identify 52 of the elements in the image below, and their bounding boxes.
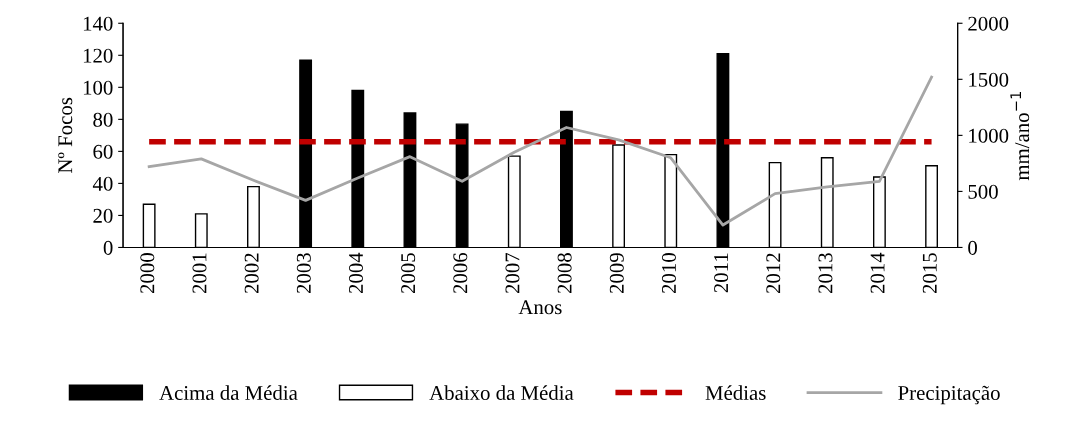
bar <box>455 123 469 248</box>
bar <box>247 185 260 248</box>
bar <box>612 144 626 248</box>
y2-axis-title: mm/ano$^{−1}$ <box>1010 92 1030 181</box>
bar <box>872 176 886 248</box>
y-tick-label: 40 <box>92 176 113 191</box>
x-tick-label: 2009 <box>609 253 624 294</box>
line-series <box>147 75 933 227</box>
x-tick-label: 2014 <box>870 252 885 294</box>
y-tick-label: 140 <box>83 16 113 31</box>
y2-tick-label: 0 <box>968 240 977 255</box>
bar <box>351 89 365 248</box>
bar <box>768 161 782 248</box>
bar <box>194 213 208 248</box>
bar <box>142 203 156 248</box>
bar <box>559 110 573 248</box>
legend-label: Acima da Média <box>159 385 298 401</box>
y2-tick-label: 1000 <box>969 128 1009 143</box>
y2-tick-label: 1500 <box>969 72 1009 87</box>
x-tick-label: 2011 <box>714 253 729 293</box>
x-tick-label: 2001 <box>192 253 207 294</box>
bar <box>820 157 834 248</box>
legend-label: Precipitação <box>898 385 1000 405</box>
bar <box>664 153 678 248</box>
legend-label: Abaixo da Média <box>429 385 574 401</box>
x-tick-label: 2004 <box>348 252 363 294</box>
x-tick-label: 2008 <box>557 253 572 294</box>
x-tick-label: 2002 <box>244 253 259 294</box>
y-tick-label: 80 <box>93 112 113 127</box>
y2-tick-label: 500 <box>968 184 998 199</box>
x-tick-label: 2006 <box>453 252 468 294</box>
y-tick-label: 100 <box>83 80 113 95</box>
y-tick-label: 120 <box>83 48 113 63</box>
bar <box>716 52 730 248</box>
x-tick-label: 2012 <box>766 253 781 294</box>
bar <box>299 59 313 248</box>
x-axis-title: Anos <box>518 300 562 315</box>
y-tick-label: 0 <box>103 240 113 255</box>
x-tick-label: 2015 <box>922 253 937 294</box>
y-tick-label: 60 <box>93 144 113 159</box>
y2-tick-label: 2000 <box>968 16 1009 31</box>
x-tick-label: 2005 <box>401 253 416 294</box>
bar <box>507 155 521 248</box>
x-tick-label: 2007 <box>505 252 520 294</box>
y-axis-title: Nº Focos <box>58 97 73 173</box>
y-tick-label: 20 <box>93 208 113 223</box>
x-tick-label: 2000 <box>140 253 155 294</box>
x-tick-label: 2013 <box>818 253 833 294</box>
x-tick-label: 2003 <box>296 253 311 294</box>
bar <box>925 165 939 248</box>
legend-label: Médias <box>705 385 766 401</box>
x-tick-label: 2010 <box>661 253 676 294</box>
